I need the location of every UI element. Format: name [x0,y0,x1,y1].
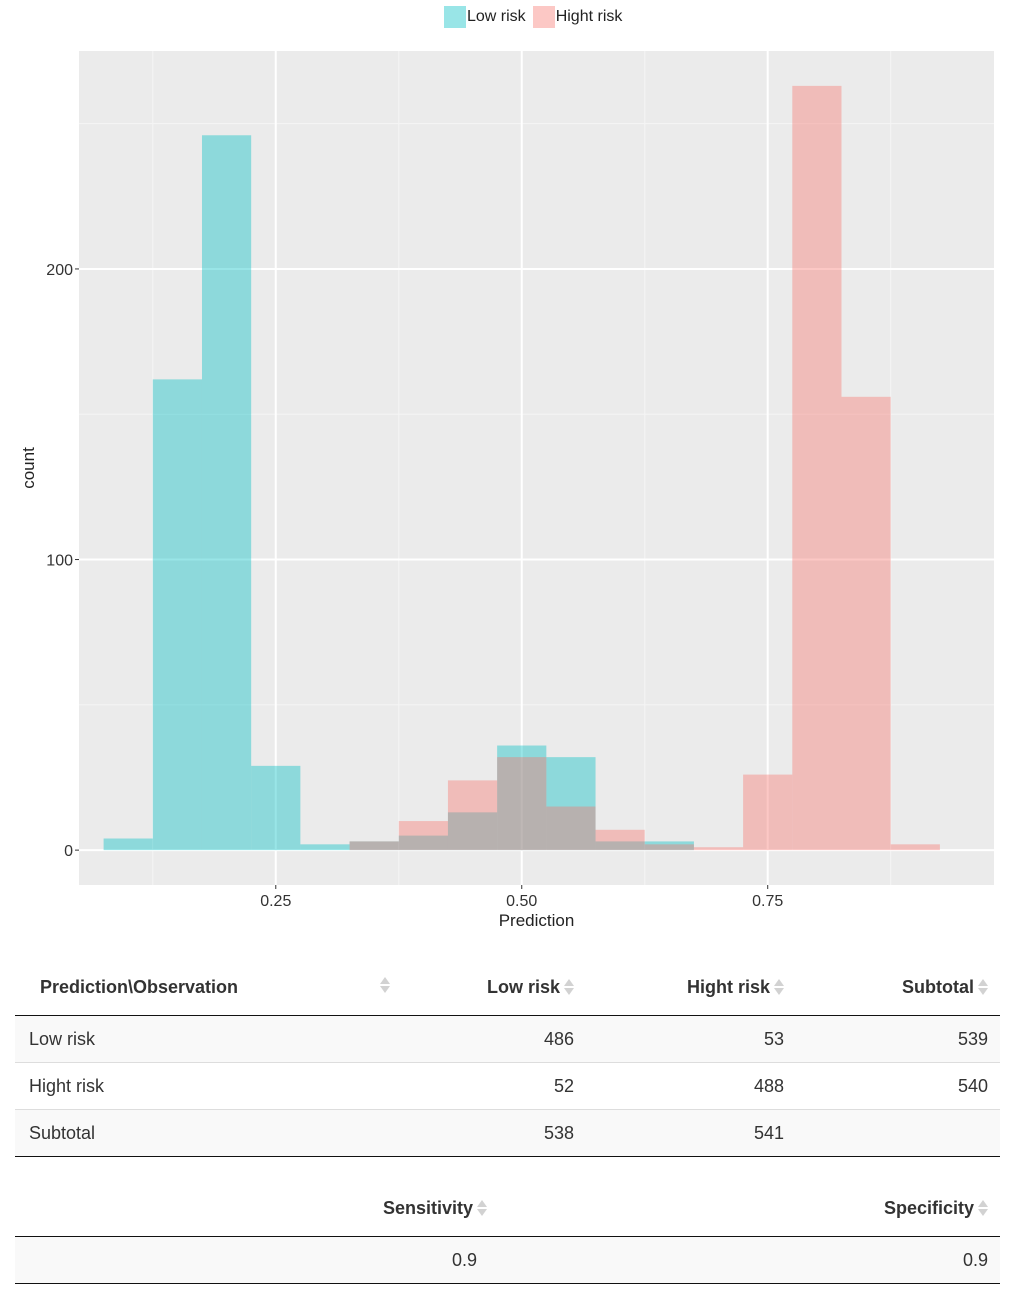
histogram-bar-low-risk [251,765,301,851]
table-header-row: Sensitivity Specificity [15,1180,1000,1237]
column-header-label: Specificity [883,1197,974,1218]
sort-icon[interactable] [380,976,390,994]
histogram-bar-low-risk [497,745,547,851]
metrics-table: Sensitivity Specificity 0.9 0.9 [15,1180,1000,1284]
table-cell: 541 [586,1109,796,1157]
x-axis-title: Prediction [499,911,575,930]
table-row: Low risk 486 53 539 [15,1015,1000,1063]
column-header-label: Low risk [486,976,560,997]
sort-icon[interactable] [978,1199,988,1217]
column-header-label: Sensitivity [382,1197,473,1218]
histogram-bar-hight-risk [398,821,448,851]
histogram-bar-low-risk [300,844,350,851]
x-tick-label: 0.25 [260,893,291,910]
y-axis-title: count [19,447,38,489]
histogram-bar-hight-risk [546,806,596,851]
histogram-bar-hight-risk [497,757,547,851]
histogram-bar-low-risk [546,757,596,851]
column-header-specificity[interactable]: Specificity [499,1180,1000,1237]
sort-icon[interactable] [477,1199,487,1217]
sort-icon[interactable] [978,978,988,996]
table-cell: Low risk [15,1015,402,1063]
table-cell: 538 [402,1109,586,1157]
chart-legend: Low risk Hight risk [444,6,629,28]
table-cell: 0.9 [15,1236,499,1284]
table-cell: Subtotal [15,1109,402,1157]
histogram-bar-hight-risk [841,396,891,851]
table-row: Hight risk 52 488 540 [15,1062,1000,1110]
x-tick-label: 0.75 [752,893,783,910]
table-header-row: Prediction\Observation Low risk Hight ri… [15,959,1000,1016]
histogram-bar-low-risk [595,841,645,851]
histogram-bar-hight-risk [792,85,842,851]
chart-canvas: 0.25 0.50 0.75 0 100 200 Prediction count [19,51,994,930]
histogram-bar-hight-risk [595,829,645,851]
legend-label-low-risk: Low risk [467,8,526,25]
histogram-bar-low-risk [152,379,202,851]
histogram-bar-low-risk [201,135,252,851]
y-tick-label: 200 [46,262,73,279]
column-header-prediction-observation[interactable]: Prediction\Observation [15,959,402,1016]
y-tick-label: 100 [46,553,73,570]
table-cell: 486 [402,1015,586,1063]
table-cell: 488 [586,1062,796,1110]
column-header-label: Prediction\Observation [40,976,239,997]
confusion-matrix-table: Prediction\Observation Low risk Hight ri… [15,959,1000,1157]
histogram-bar-hight-risk [349,841,399,851]
histogram-bar-low-risk [644,841,694,851]
histogram-bar-low-risk [103,838,153,851]
column-header-sensitivity[interactable]: Sensitivity [15,1180,499,1237]
histogram-bar-hight-risk [447,780,498,851]
table-cell [796,1109,1000,1157]
histogram-bar-low-risk [447,812,498,851]
sort-icon[interactable] [774,978,784,996]
column-header-low-risk[interactable]: Low risk [402,959,586,1016]
table-cell: 540 [796,1062,1000,1110]
table-cell: 0.9 [499,1236,1000,1284]
column-header-hight-risk[interactable]: Hight risk [586,959,796,1016]
legend-item-hight-risk: Hight risk [532,6,623,28]
x-tick-label: 0.50 [506,893,537,910]
table-row: Subtotal 538 541 [15,1109,1000,1157]
table-cell: Hight risk [15,1062,402,1110]
table-cell: 52 [402,1062,586,1110]
histogram-chart: Low risk Hight risk 0.25 0.50 0.75 0 100 200 P… [19,6,994,930]
histogram-bar-hight-risk [644,844,694,851]
column-header-subtotal[interactable]: Subtotal [796,959,1000,1016]
legend-key-hight-risk [532,6,555,28]
histogram-bar-hight-risk [890,844,940,851]
legend-label-hight-risk: Hight risk [555,8,623,25]
table-row: 0.9 0.9 [15,1236,1000,1284]
table-cell: 539 [796,1015,1000,1063]
legend-item-low-risk: Low risk [444,6,526,28]
column-header-label: Hight risk [686,976,770,997]
column-header-label: Subtotal [902,976,974,997]
sort-icon[interactable] [564,978,574,996]
plot-panel [79,51,994,885]
histogram-bar-low-risk [349,841,399,851]
histogram-bar-hight-risk [743,774,793,851]
histogram-bar-hight-risk [693,847,744,851]
legend-key-low-risk [444,6,466,28]
y-tick-label: 0 [64,843,73,860]
histogram-bar-low-risk [398,835,448,851]
table-cell: 53 [586,1015,796,1063]
